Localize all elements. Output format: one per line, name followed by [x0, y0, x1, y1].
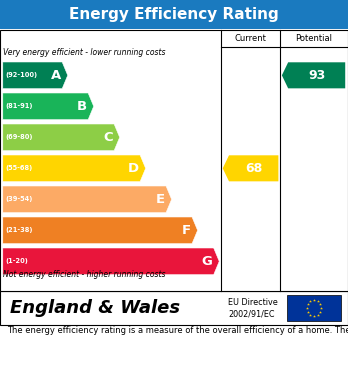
Text: E: E — [156, 193, 165, 206]
Text: (1-20): (1-20) — [6, 258, 29, 264]
Polygon shape — [3, 93, 94, 120]
Text: EU Directive: EU Directive — [228, 298, 278, 307]
Polygon shape — [3, 155, 146, 182]
Text: Very energy efficient - lower running costs: Very energy efficient - lower running co… — [3, 48, 166, 57]
Bar — [287, 295, 341, 321]
Text: 2002/91/EC: 2002/91/EC — [228, 309, 275, 318]
Bar — [0, 0, 348, 29]
Text: The energy efficiency rating is a measure of the overall efficiency of a home. T: The energy efficiency rating is a measur… — [7, 326, 348, 335]
Text: (81-91): (81-91) — [6, 103, 33, 109]
Text: (92-100): (92-100) — [6, 72, 38, 78]
Text: F: F — [182, 224, 191, 237]
Text: 93: 93 — [308, 69, 326, 82]
Polygon shape — [223, 155, 278, 181]
Polygon shape — [3, 62, 68, 89]
Text: Not energy efficient - higher running costs: Not energy efficient - higher running co… — [3, 270, 166, 279]
Polygon shape — [3, 217, 198, 244]
Text: G: G — [202, 255, 213, 268]
Polygon shape — [3, 248, 219, 274]
Text: 68: 68 — [245, 162, 263, 175]
Text: (69-80): (69-80) — [6, 135, 33, 140]
Polygon shape — [282, 62, 345, 88]
Text: A: A — [51, 69, 61, 82]
Text: (21-38): (21-38) — [6, 227, 33, 233]
Text: Current: Current — [235, 34, 267, 43]
Text: Energy Efficiency Rating: Energy Efficiency Rating — [69, 7, 279, 22]
Polygon shape — [3, 186, 172, 213]
Bar — [0, 291, 348, 325]
Bar — [0, 30, 348, 291]
Polygon shape — [3, 124, 120, 151]
Text: D: D — [128, 162, 139, 175]
Text: (55-68): (55-68) — [6, 165, 33, 171]
Text: England & Wales: England & Wales — [10, 299, 181, 317]
Text: C: C — [103, 131, 113, 144]
Text: B: B — [77, 100, 87, 113]
Text: Potential: Potential — [295, 34, 333, 43]
Text: (39-54): (39-54) — [6, 196, 33, 202]
